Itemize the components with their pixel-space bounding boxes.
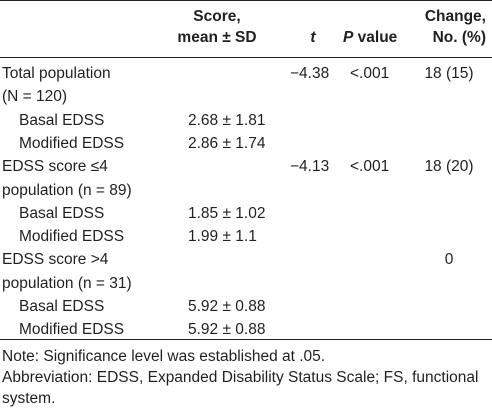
table-row: Basal EDSS 2.68 ± 1.81 [0,110,492,131]
header-score-line2: mean ± SD [177,29,257,46]
table-row: Basal EDSS 1.85 ± 1.02 [0,203,492,224]
row-label: Basal EDSS [19,204,105,222]
table-row: (N = 120) [0,86,492,107]
row-change: 0 [444,251,454,269]
table-bottom-rule [0,339,492,340]
row-score: 5.92 ± 0.88 [188,298,266,315]
table-row: EDSS score >4 0 [0,249,492,270]
row-p-value: <.001 [350,158,390,176]
row-change: 18 (20) [424,158,474,176]
row-label: Modified EDSS [19,228,125,246]
row-label: population (n = 89) [2,181,132,199]
table-row: Modified EDSS 2.86 ± 1.74 [0,133,492,154]
header-p-italic: P [343,29,354,46]
row-t-value: −4.38 [290,65,330,82]
row-label: (N = 120) [2,88,68,106]
row-score: 2.86 ± 1.74 [188,134,266,152]
footnote-abbreviation: Abbreviation: EDSS, Expanded Disability … [2,369,479,407]
header-rule [0,57,492,58]
table-row: Total population −4.38 <.001 18 (15) [0,63,492,84]
table-row: Modified EDSS 5.92 ± 0.88 [0,319,492,340]
row-score: 1.99 ± 1.1 [188,228,257,246]
row-label: Modified EDSS [19,134,125,152]
table-row: Modified EDSS 1.99 ± 1.1 [0,226,492,247]
header-score: Score, mean ± SD [162,6,272,48]
row-label: Basal EDSS [19,111,105,129]
header-change: Change, No. (%) [406,6,486,48]
row-change: 18 (15) [424,65,474,82]
header-change-line1: Change, [424,8,486,25]
footnote-note: Note: Significance level was established… [2,348,326,365]
table-row: population (n = 31) [0,273,492,294]
row-label: EDSS score >4 [2,251,109,269]
row-score: 1.85 ± 1.02 [188,204,266,222]
row-label: Basal EDSS [19,298,105,315]
row-score: 2.68 ± 1.81 [188,111,266,129]
table-top-rule [0,0,492,1]
table-row: EDSS score ≤4 −4.13 <.001 18 (20) [0,156,492,177]
row-label: Total population [2,65,111,82]
row-p-value: <.001 [350,65,390,82]
header-p-rest: value [353,29,398,46]
row-score: 5.92 ± 0.88 [188,321,266,339]
row-label: Modified EDSS [19,321,125,339]
header-p-value: P value [343,27,405,48]
header-change-line2: No. (%) [432,29,486,46]
header-t: t [310,29,316,46]
table-row: population (n = 89) [0,180,492,201]
row-label: EDSS score ≤4 [2,158,108,176]
table-row: Basal EDSS 5.92 ± 0.88 [0,296,492,317]
row-label: population (n = 31) [2,274,132,292]
row-t-value: −4.13 [290,158,330,176]
header-score-line1: Score, [193,8,241,25]
